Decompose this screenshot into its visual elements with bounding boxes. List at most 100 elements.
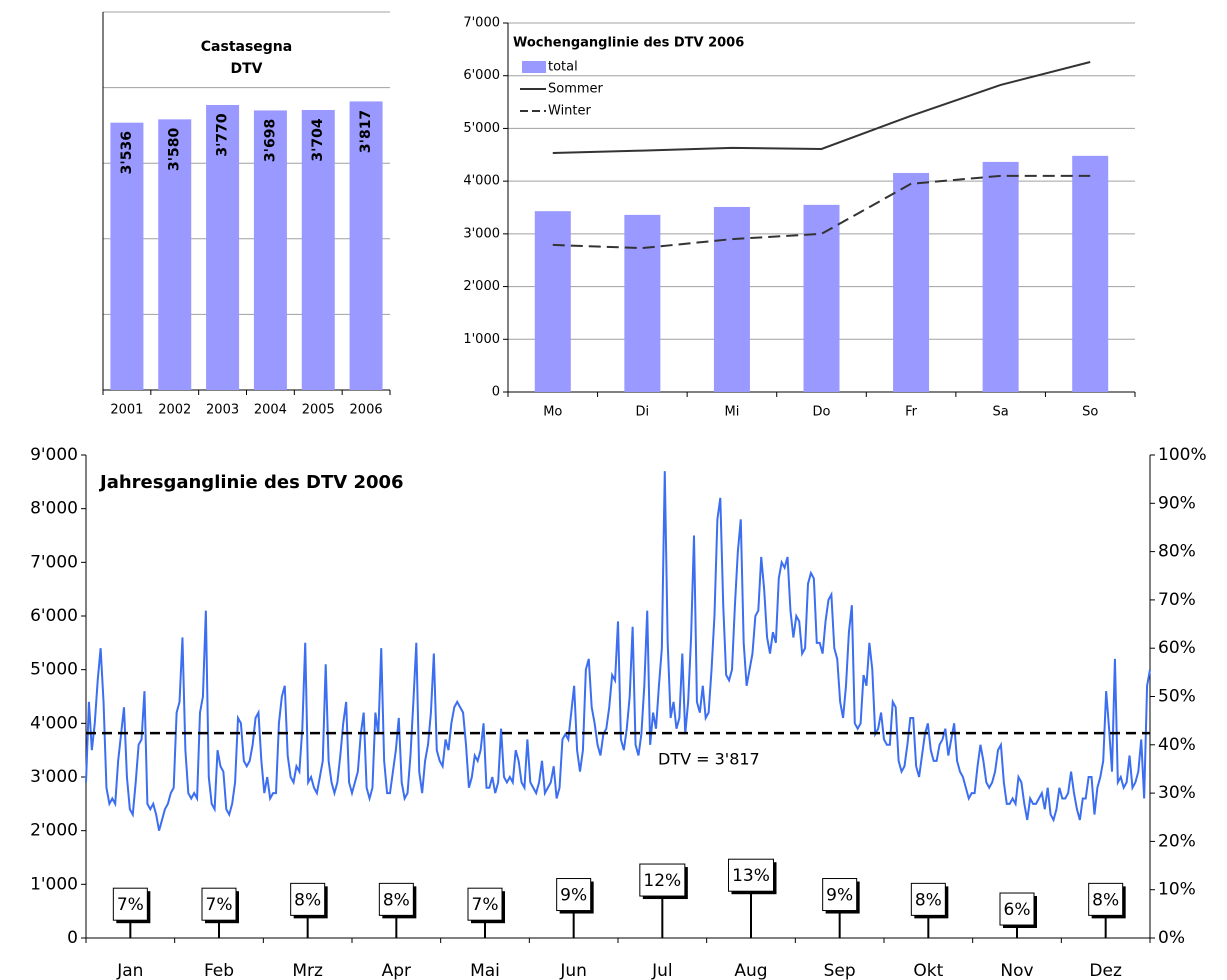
y-tick-label: 5'000 xyxy=(463,121,500,136)
y-tick-label: 6'000 xyxy=(30,606,78,626)
share-box xyxy=(999,892,1035,926)
value-label: 3'770 xyxy=(215,113,231,157)
bar xyxy=(713,206,750,392)
share-label: 7% xyxy=(206,895,233,915)
x-tick-label: 2005 xyxy=(302,403,335,418)
share-label: 6% xyxy=(1004,900,1031,920)
x-tick-label: Mai xyxy=(470,961,500,980)
chart-title: Jahresganglinie des DTV 2006 xyxy=(98,472,404,493)
y-tick-label: 7'000 xyxy=(463,16,500,31)
y-tick-label: 3'000 xyxy=(463,226,500,241)
bar xyxy=(158,119,192,391)
y-tick-label: 9'000 xyxy=(30,445,78,465)
share-box xyxy=(290,882,326,916)
value-label: 3'704 xyxy=(310,118,326,162)
y-tick-label: 7'000 xyxy=(30,552,78,572)
legend-swatch xyxy=(522,61,546,73)
y2-tick-label: 50% xyxy=(1158,687,1196,707)
share-box xyxy=(910,882,946,916)
value-label: 3'580 xyxy=(167,127,183,171)
x-tick-label: Mrz xyxy=(292,961,323,980)
x-tick-label: Jan xyxy=(116,961,143,980)
y2-tick-label: 60% xyxy=(1158,638,1196,658)
x-tick-label: Jun xyxy=(559,961,587,980)
y-tick-label: 3'000 xyxy=(30,767,78,787)
x-tick-label: Feb xyxy=(204,961,234,980)
x-tick-label: Jul xyxy=(651,961,673,980)
share-box xyxy=(201,887,237,921)
line xyxy=(552,174,1091,250)
x-tick-label: Di xyxy=(636,405,650,420)
share-label: 12% xyxy=(643,871,681,891)
share-label: 7% xyxy=(472,895,499,915)
bar xyxy=(253,110,287,390)
bar xyxy=(1072,155,1109,392)
x-tick-label: Do xyxy=(813,405,831,420)
x-tick-label: Aug xyxy=(734,961,767,980)
x-tick-label: Fr xyxy=(905,405,918,420)
x-tick-label: 2003 xyxy=(206,403,239,418)
y2-tick-label: 90% xyxy=(1158,493,1196,513)
chart-title: Wochenganglinie des DTV 2006 xyxy=(513,36,744,51)
x-tick-label: Sa xyxy=(993,405,1009,420)
y2-tick-label: 70% xyxy=(1158,590,1196,610)
y-tick-label: 0 xyxy=(67,928,78,948)
y-tick-label: 6'000 xyxy=(463,68,500,83)
y2-tick-label: 30% xyxy=(1158,783,1196,803)
share-label: 8% xyxy=(1092,890,1119,910)
x-tick-label: Nov xyxy=(1000,961,1033,980)
share-box xyxy=(1088,882,1124,916)
share-box xyxy=(728,858,774,892)
share-box xyxy=(556,878,592,912)
x-tick-label: Mo xyxy=(543,405,562,420)
share-label: 7% xyxy=(117,895,144,915)
chart-title: DTV xyxy=(230,61,262,77)
bar xyxy=(803,204,840,392)
dtv-label: DTV = 3'817 xyxy=(658,750,760,769)
y-tick-label: 0 xyxy=(492,385,500,400)
y-tick-label: 1'000 xyxy=(463,332,500,347)
x-tick-label: Dez xyxy=(1089,961,1122,980)
legend-label: total xyxy=(548,60,578,75)
y-tick-label: 1'000 xyxy=(30,874,78,894)
y2-tick-label: 40% xyxy=(1158,735,1196,755)
legend-label: Winter xyxy=(548,104,592,119)
share-box xyxy=(467,887,503,921)
y-tick-label: 5'000 xyxy=(30,660,78,680)
y2-tick-label: 100% xyxy=(1158,445,1207,465)
x-tick-label: Sep xyxy=(824,961,856,980)
bar xyxy=(534,211,571,392)
bar xyxy=(982,161,1019,392)
x-tick-label: Okt xyxy=(913,961,943,980)
share-label: 13% xyxy=(732,866,770,886)
legend-label: Sommer xyxy=(548,82,604,97)
bar xyxy=(206,104,240,390)
y2-tick-label: 10% xyxy=(1158,880,1196,900)
y-tick-label: 2'000 xyxy=(463,279,500,294)
line xyxy=(552,61,1091,154)
y2-tick-label: 0% xyxy=(1158,928,1185,948)
bar xyxy=(301,109,335,390)
bar xyxy=(624,214,661,392)
chart-title: Castasegna xyxy=(201,39,292,55)
y2-tick-label: 20% xyxy=(1158,831,1196,851)
y-tick-label: 4'000 xyxy=(463,174,500,189)
y-tick-label: 4'000 xyxy=(30,713,78,733)
share-label: 8% xyxy=(915,890,942,910)
share-label: 8% xyxy=(294,890,321,910)
x-tick-label: Mi xyxy=(725,405,740,420)
value-label: 3'698 xyxy=(262,119,278,162)
value-label: 3'817 xyxy=(358,110,374,153)
share-box xyxy=(822,878,858,912)
x-tick-label: 2006 xyxy=(350,403,383,418)
bar xyxy=(893,172,930,392)
x-tick-label: 2002 xyxy=(158,403,191,418)
share-box xyxy=(378,882,414,916)
bar xyxy=(110,122,144,390)
x-tick-label: Apr xyxy=(382,961,411,980)
y-tick-label: 8'000 xyxy=(30,499,78,519)
x-tick-label: 2004 xyxy=(254,403,287,418)
share-label: 9% xyxy=(560,886,587,906)
x-tick-label: So xyxy=(1082,405,1098,420)
